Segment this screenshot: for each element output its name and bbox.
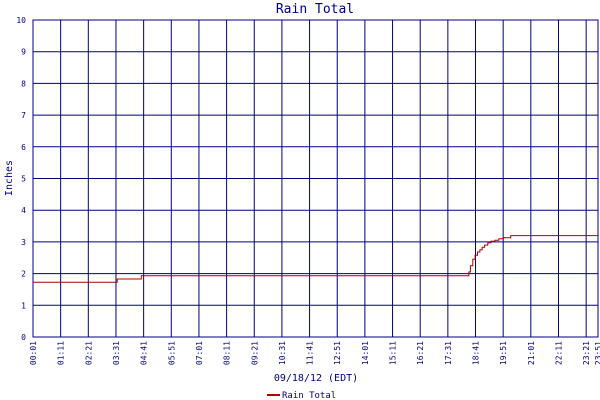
x-tick-label: 22:11	[554, 341, 563, 365]
x-tick-label: 04:41	[140, 341, 149, 365]
y-tick-label: 1	[21, 301, 26, 310]
x-tick-label: 09:21	[250, 341, 259, 365]
x-tick-label: 17:31	[444, 341, 453, 365]
legend-label-rain-total: Rain Total	[282, 391, 336, 400]
legend: Rain Total	[267, 391, 336, 400]
y-tick-label: 4	[21, 206, 26, 215]
y-tick-label: 6	[21, 143, 26, 152]
x-tick-label: 21:01	[527, 341, 536, 365]
x-tick-label: 05:51	[167, 341, 176, 365]
y-tick-label: 0	[21, 333, 26, 342]
y-tick-label: 10	[16, 16, 26, 25]
x-axis-label: 09/18/12 (EDT)	[274, 373, 358, 384]
grid-layer	[32, 19, 599, 338]
y-tick-label: 2	[21, 270, 26, 279]
x-tick-label: 10:31	[278, 341, 287, 365]
x-tick-labels: 00:01 01:11 02:21 03:31 04:41 05:51 07:01 08:11…	[29, 341, 600, 365]
x-tick-label: 23:21	[582, 341, 591, 365]
chart-title: Rain Total	[276, 2, 354, 17]
y-tick-label: 5	[21, 175, 26, 184]
x-tick-label: 02:21	[84, 341, 93, 365]
x-tick-label: 08:11	[223, 341, 232, 365]
series-line-rain-total	[33, 235, 598, 283]
y-axis-label: Inches	[4, 160, 15, 196]
x-tick-label: 12:51	[333, 341, 342, 365]
x-tick-label: 15:11	[389, 341, 398, 365]
y-tick-labels: 0 1 2 3 4 5 6 7 8 9 10	[16, 16, 26, 342]
x-tick-label: 18:41	[472, 341, 481, 365]
x-tick-label: 23:51	[594, 341, 600, 365]
y-tick-label: 8	[21, 79, 26, 88]
x-tick-label: 11:41	[306, 341, 315, 365]
x-tick-label: 07:01	[195, 341, 204, 365]
x-tick-label: 16:21	[416, 341, 425, 365]
y-tick-label: 3	[21, 238, 26, 247]
x-tick-label: 03:31	[112, 341, 121, 365]
x-tick-label: 19:51	[499, 341, 508, 365]
y-tick-label: 7	[21, 111, 26, 120]
plot-border	[32, 19, 599, 338]
x-tick-label: 00:01	[29, 341, 38, 365]
y-tick-label: 9	[21, 48, 26, 57]
x-tick-label: 14:01	[361, 341, 370, 365]
x-tick-label: 01:11	[57, 341, 66, 365]
